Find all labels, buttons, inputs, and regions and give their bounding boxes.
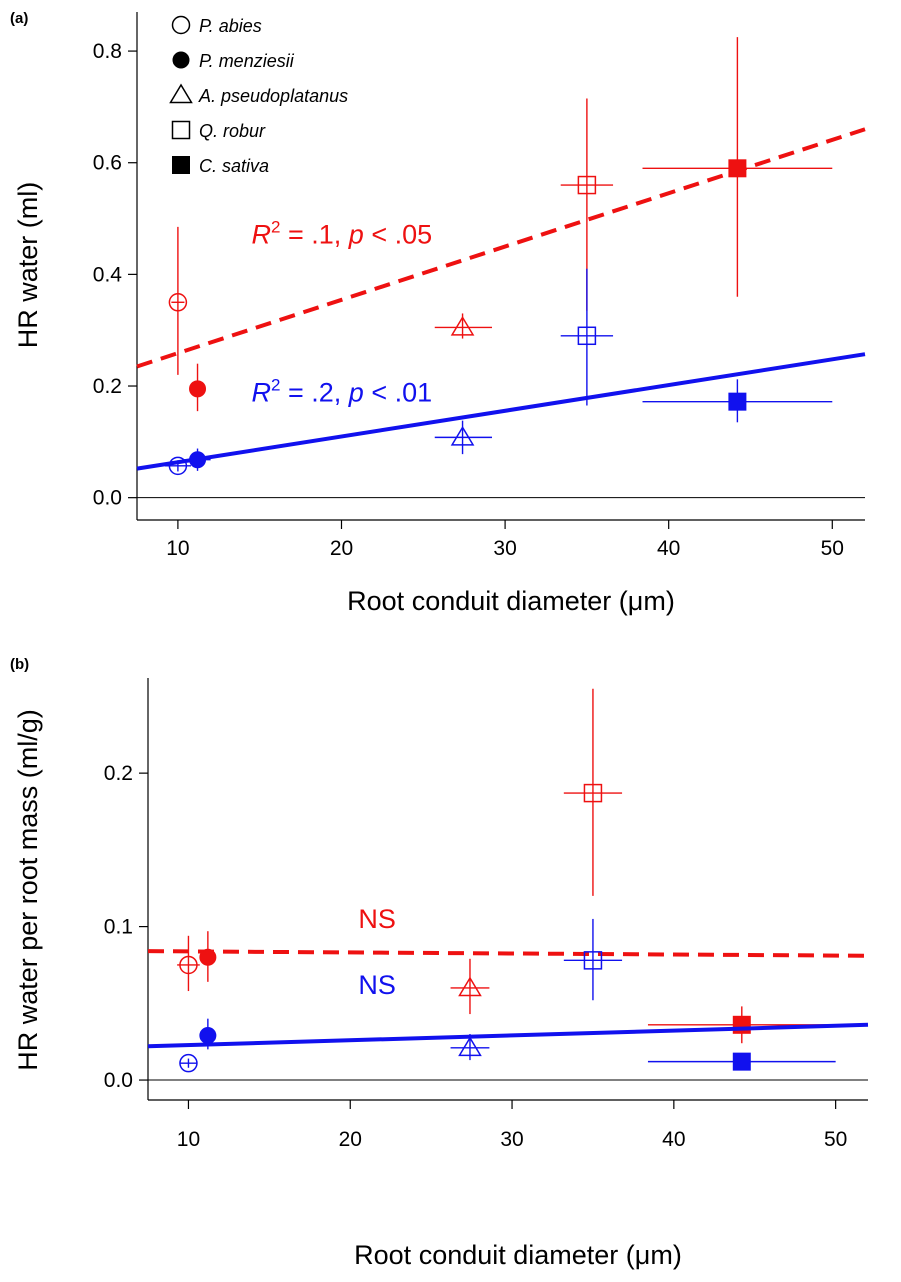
marker-circle-filled bbox=[200, 949, 216, 965]
legend-label: A. pseudoplatanus bbox=[198, 86, 348, 106]
series-blue: R2 = .2, p < .01 bbox=[137, 269, 865, 475]
x-axis-title: Root conduit diameter (μm) bbox=[354, 1240, 682, 1270]
fit-line-blue bbox=[148, 1025, 868, 1046]
chart-panel-b: (b) 10 20 30 40 50 0.0 0.1 0.2 Root conduit diame… bbox=[10, 656, 868, 1270]
x-tick-label: 10 bbox=[166, 537, 189, 560]
data-point bbox=[561, 269, 613, 406]
data-point bbox=[190, 364, 206, 411]
data-point bbox=[451, 959, 490, 1014]
data-point bbox=[180, 1055, 197, 1072]
fit-annotation-red: R2 = .1, p < .05 bbox=[252, 218, 433, 250]
x-tick-label: 20 bbox=[339, 1128, 362, 1151]
p-symbol: p bbox=[348, 220, 364, 250]
legend-item: A. pseudoplatanus bbox=[171, 85, 349, 106]
r-symbol: R bbox=[252, 220, 271, 250]
superscript-2: 2 bbox=[271, 376, 280, 395]
marker-square-filled bbox=[733, 1053, 750, 1070]
x-tick-label: 50 bbox=[821, 537, 844, 560]
marker-circle-filled bbox=[190, 381, 206, 397]
r2-value: = .1, bbox=[280, 220, 348, 250]
y-tick-label: 0.0 bbox=[93, 487, 122, 510]
y-tick-label: 0.0 bbox=[104, 1069, 133, 1092]
x-tick-label: 40 bbox=[662, 1128, 685, 1151]
fit-line-red bbox=[148, 951, 868, 956]
legend-label: P. menziesii bbox=[199, 51, 295, 71]
data-point bbox=[435, 313, 492, 338]
fit-line-blue bbox=[137, 354, 865, 468]
filled-square-icon bbox=[173, 157, 190, 174]
data-point bbox=[435, 421, 492, 454]
x-tick-label: 40 bbox=[657, 537, 680, 560]
x-tick-label: 20 bbox=[330, 537, 353, 560]
x-tick-label: 50 bbox=[824, 1128, 847, 1151]
legend-item: P. menziesii bbox=[173, 51, 295, 71]
legend-label: P. abies bbox=[199, 16, 262, 36]
y-tick-label: 0.4 bbox=[93, 263, 123, 286]
legend-item: P. abies bbox=[173, 16, 262, 36]
y-tick-label: 0.6 bbox=[93, 152, 122, 175]
x-tick-label: 30 bbox=[493, 537, 516, 560]
marker-square-filled bbox=[729, 393, 746, 410]
panel-label: (a) bbox=[10, 10, 28, 27]
marker-square-filled bbox=[733, 1016, 750, 1033]
fit-annotation-red: NS bbox=[358, 904, 396, 934]
series-red: NS bbox=[148, 689, 868, 1043]
open-square-icon bbox=[173, 122, 190, 139]
y-tick-label: 0.2 bbox=[104, 762, 133, 785]
series-blue: NS bbox=[148, 919, 868, 1072]
p-value: < .01 bbox=[364, 378, 432, 408]
data-point bbox=[184, 449, 210, 471]
open-triangle-icon bbox=[171, 85, 192, 103]
marker-circle-filled bbox=[200, 1028, 216, 1044]
p-value: < .05 bbox=[364, 220, 432, 250]
r-symbol: R bbox=[252, 378, 271, 408]
marker-circle-filled bbox=[190, 452, 206, 468]
open-circle-icon bbox=[173, 17, 190, 34]
y-axis-title: HR water per root mass (ml/g) bbox=[13, 709, 43, 1071]
data-point bbox=[648, 1053, 836, 1070]
legend-label: C. sativa bbox=[199, 156, 269, 176]
legend: P. abies P. menziesii A. pseudoplatanus Q. … bbox=[171, 16, 349, 176]
panel-label: (b) bbox=[10, 656, 29, 673]
fit-annotation-blue: R2 = .2, p < .01 bbox=[252, 376, 433, 408]
x-axis-title: Root conduit diameter (μm) bbox=[347, 586, 675, 616]
r2-value: = .2, bbox=[280, 378, 348, 408]
fit-annotation-blue: NS bbox=[358, 970, 396, 1000]
p-symbol: p bbox=[348, 378, 364, 408]
y-axis-title: HR water (ml) bbox=[13, 182, 43, 349]
legend-item: Q. robur bbox=[173, 121, 267, 141]
legend-item: C. sativa bbox=[173, 156, 270, 176]
y-tick-label: 0.8 bbox=[93, 40, 122, 63]
data-point bbox=[564, 689, 622, 896]
y-tick-label: 0.2 bbox=[93, 375, 122, 398]
data-point bbox=[200, 931, 216, 982]
legend-label: Q. robur bbox=[199, 121, 266, 141]
filled-circle-icon bbox=[173, 52, 189, 68]
y-tick-label: 0.1 bbox=[104, 916, 133, 939]
x-tick-label: 30 bbox=[500, 1128, 523, 1151]
data-point bbox=[177, 936, 200, 991]
data-point bbox=[169, 227, 186, 375]
x-tick-label: 10 bbox=[177, 1128, 200, 1151]
chart-panel-a: (a) 10 20 30 40 50 0.0 0.2 0.4 0.6 0.8 Root conduit… bbox=[10, 10, 865, 616]
data-point bbox=[564, 919, 622, 1000]
marker-square-filled bbox=[729, 160, 746, 177]
superscript-2: 2 bbox=[271, 218, 280, 237]
data-point bbox=[643, 37, 833, 297]
